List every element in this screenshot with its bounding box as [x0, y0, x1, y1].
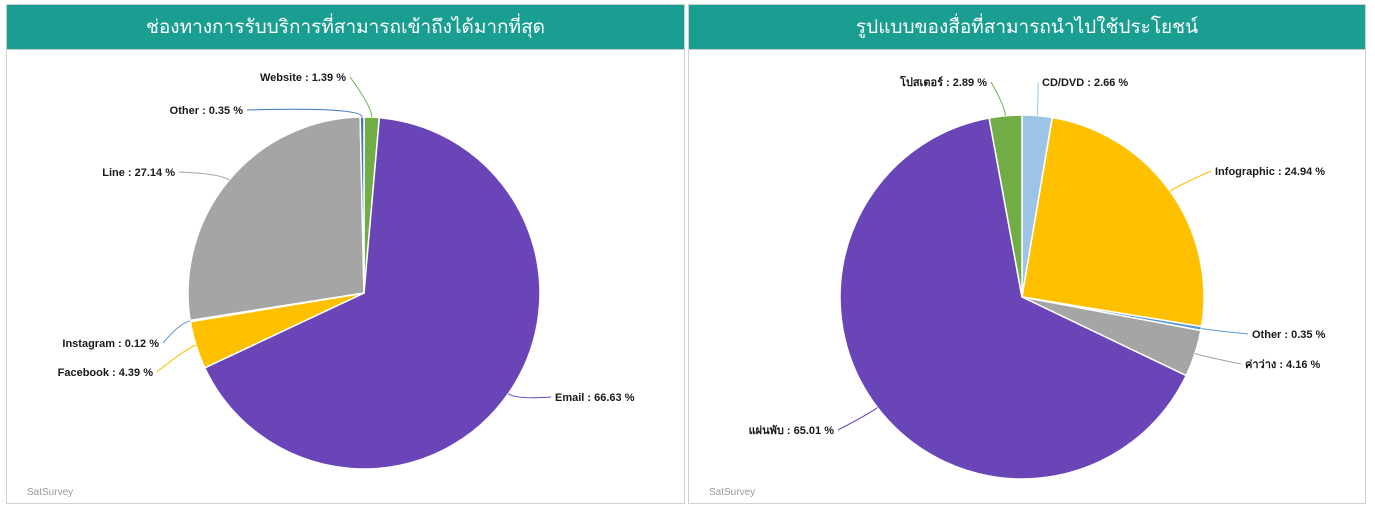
slice-label: แผ่นพับ : 65.01 %: [749, 424, 835, 437]
leader-line: [350, 77, 372, 117]
watermark: SatSurvey: [27, 487, 73, 498]
pie-slices: [188, 117, 540, 469]
watermark: SatSurvey: [709, 487, 755, 498]
slice-label: CD/DVD : 2.66 %: [1042, 77, 1128, 89]
leader-line: [1170, 171, 1211, 191]
leader-line: [247, 109, 362, 117]
slice-label: Website : 1.39 %: [260, 72, 346, 84]
slice-label: Line : 27.14 %: [102, 167, 175, 179]
pie-slices: [840, 115, 1204, 479]
pie-slice: [1022, 118, 1204, 327]
slice-label: Other : 0.35 %: [1252, 329, 1326, 341]
leader-line: [1195, 354, 1241, 364]
leader-line: [991, 82, 1006, 116]
chart-panel-channels: ช่องทางการรับบริการที่สามารถเข้าถึงได้มา…: [6, 4, 685, 504]
slice-label: Email : 66.63 %: [555, 392, 635, 404]
leader-line: [508, 394, 551, 398]
chart-panel-media: รูปแบบของสื่อที่สามารถนำไปใช้ประโยชน์ CD…: [688, 4, 1366, 504]
leader-line: [838, 408, 877, 430]
slice-label: Other : 0.35 %: [170, 105, 244, 117]
slice-label: โปสเตอร์ : 2.89 %: [899, 75, 987, 89]
leader-line: [1037, 82, 1038, 116]
pie-chart-media: CD/DVD : 2.66 % Infographic : 24.94 % Othe…: [689, 50, 1365, 503]
pie-slice: [188, 117, 364, 320]
slice-label: ค่าว่าง : 4.16 %: [1245, 359, 1321, 371]
leader-line: [163, 321, 190, 343]
leader-line: [157, 345, 196, 372]
slice-label: Facebook : 4.39 %: [58, 367, 154, 379]
slice-label: Instagram : 0.12 %: [62, 338, 159, 350]
slice-label: Infographic : 24.94 %: [1215, 166, 1325, 178]
leader-line: [1201, 329, 1248, 334]
chart-title: รูปแบบของสื่อที่สามารถนำไปใช้ประโยชน์: [689, 5, 1365, 50]
chart-title: ช่องทางการรับบริการที่สามารถเข้าถึงได้มา…: [7, 5, 684, 50]
pie-chart-channels: Website : 1.39 % Email : 66.63 % Facebook …: [7, 50, 684, 503]
leader-line: [179, 172, 229, 180]
